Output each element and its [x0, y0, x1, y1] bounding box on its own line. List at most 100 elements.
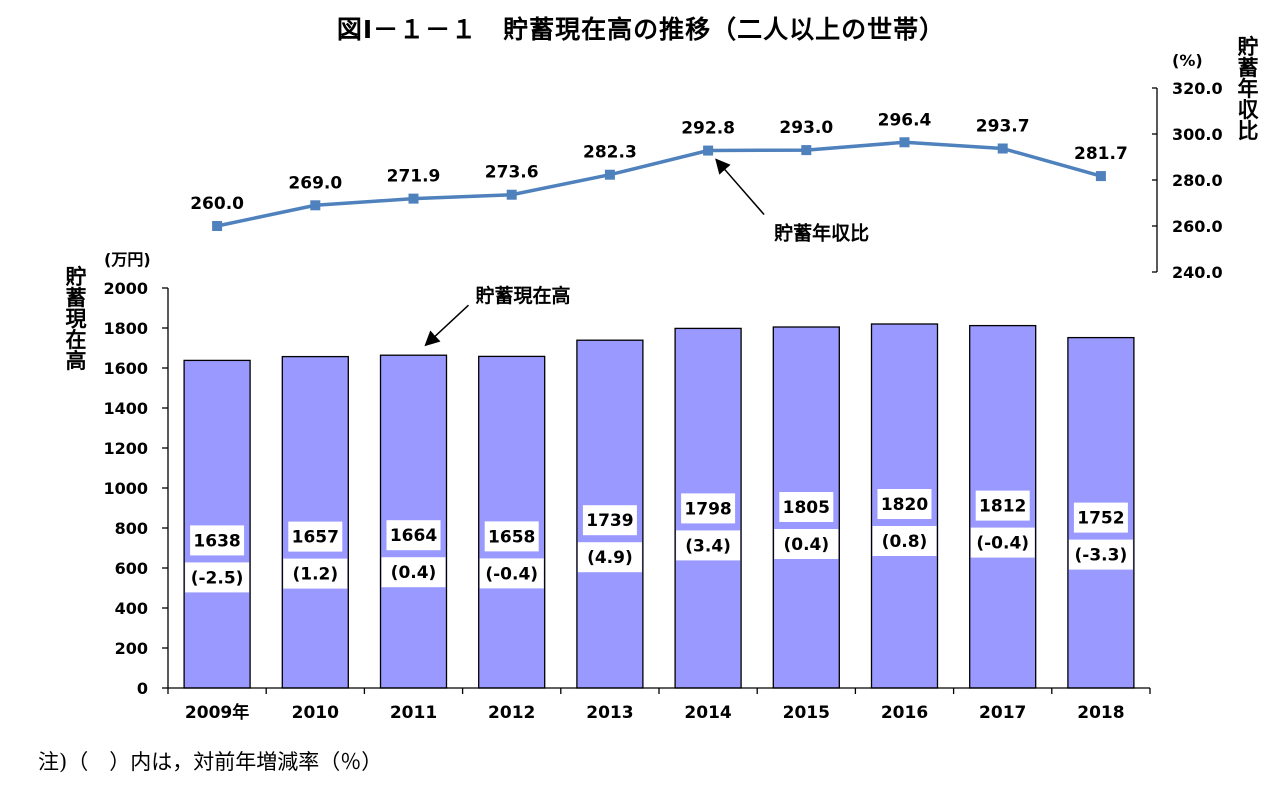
bar-value-label: 1798: [684, 499, 731, 519]
left-tick-label: 1400: [103, 399, 148, 418]
x-tick-label: 2013: [586, 703, 633, 723]
x-tick-label: 2015: [783, 703, 830, 723]
bar-change-label: (0.4): [391, 563, 437, 583]
line-point: [899, 137, 910, 148]
change-box: [381, 557, 446, 588]
right-tick-label: 260.0: [1172, 217, 1223, 236]
line-value-label: 293.0: [779, 118, 833, 138]
line-point: [506, 189, 517, 200]
change-box: [577, 542, 642, 573]
line-value-label: 260.0: [190, 194, 244, 214]
bar-value-label: 1739: [586, 511, 633, 531]
footnote: 注)（ ）内は，対前年増減率（％）: [38, 750, 383, 774]
value-box: [975, 490, 1030, 521]
bar: [183, 359, 251, 689]
line-value-label: 292.8: [681, 119, 735, 139]
value-box: [779, 492, 834, 522]
change-box: [479, 558, 544, 589]
left-tick-label: 2000: [103, 279, 148, 298]
left-tick-label: 0: [137, 679, 148, 698]
right-tick-label: 280.0: [1172, 171, 1223, 190]
change-box: [872, 526, 937, 556]
bar-change-label: (-0.4): [485, 564, 538, 584]
left-tick-label: 1800: [103, 319, 148, 338]
change-box: [774, 529, 839, 559]
x-tick-label: 2011: [390, 703, 437, 723]
value-box: [582, 505, 637, 536]
left-axis-title: 貯蓄現在高: [63, 265, 87, 371]
line-value-label: 282.3: [583, 143, 637, 163]
line-value-label: 269.0: [288, 173, 342, 193]
change-box: [676, 530, 741, 561]
line-value-label: 271.9: [387, 167, 441, 187]
value-box: [681, 493, 736, 524]
line-value-label: 281.7: [1074, 144, 1128, 164]
bar-value-label: 1752: [1077, 509, 1124, 529]
x-axis: 2009年 2010 2011 2012 2013 2014 2015 2016 2017 201…: [167, 687, 1151, 723]
bar-value-label: 1820: [881, 495, 928, 515]
x-tick-label: 2010: [292, 703, 339, 723]
x-tick-label: 2017: [979, 703, 1026, 723]
value-box: [484, 521, 539, 552]
line-point: [801, 145, 812, 156]
line-point: [604, 169, 615, 180]
right-axis-title: 貯蓄年収比: [1235, 35, 1259, 142]
bar-value-label: 1664: [390, 526, 437, 546]
bar-change-label: (1.2): [292, 565, 338, 585]
right-tick-label: 300.0: [1172, 125, 1223, 144]
line-annotation-arrow: [715, 158, 765, 216]
left-tick-label: 600: [115, 559, 148, 578]
bar-annotation-label: 貯蓄現在高: [476, 284, 571, 307]
bar-value-labels: 1638 (-2.5) 1657 (1.2) 1664 (0.4) 1658 (-0.4) 17…: [185, 489, 1133, 593]
left-tick-label: 1200: [103, 439, 148, 458]
change-box: [185, 562, 250, 593]
value-box: [877, 489, 932, 519]
left-tick-label: 400: [115, 599, 148, 618]
line-value-label: 273.6: [485, 163, 539, 183]
x-tick-label: 2009年: [185, 702, 249, 723]
left-tick-label: 1600: [103, 359, 148, 378]
bar-value-label: 1812: [979, 497, 1026, 517]
line-value-label: 293.7: [976, 116, 1030, 136]
bar-change-label: (4.9): [587, 548, 633, 568]
bar-value-label: 1805: [783, 498, 830, 518]
bar-annotation-arrow: [424, 304, 470, 347]
line-point: [408, 193, 419, 204]
series-line: [216, 140, 1102, 228]
bar-change-label: (0.4): [783, 535, 829, 555]
bar-value-label: 1638: [193, 531, 240, 551]
x-tick-label: 2012: [488, 703, 535, 723]
bar-value-label: 1657: [292, 528, 339, 548]
value-box: [1073, 502, 1128, 533]
right-tick-label: 240.0: [1172, 263, 1223, 282]
bar-change-label: (0.8): [882, 532, 928, 552]
change-box: [283, 558, 348, 589]
value-box: [288, 521, 343, 552]
line-point: [310, 200, 321, 211]
left-tick-label: 200: [115, 639, 148, 658]
left-axis: 0 200 400 600 800 1000 1200 1400 1600 1800 2000 (万円…: [63, 250, 169, 698]
line-series: 260.0 269.0 271.9 273.6 282.3 292.8 293.0 296.4…: [190, 110, 1128, 231]
change-box: [1068, 539, 1133, 570]
left-tick-label: 1000: [103, 479, 148, 498]
line-point: [212, 221, 223, 231]
right-tick-label: 320.0: [1172, 79, 1223, 98]
change-box: [970, 527, 1035, 558]
line-value-label: 296.4: [878, 110, 932, 130]
line-point: [1095, 171, 1106, 182]
annotations: 貯蓄現在高 貯蓄年収比: [424, 158, 869, 347]
x-tick-label: 2014: [684, 703, 731, 723]
chart-title: 図Ⅰ－１－１ 貯蓄現在高の推移（二人以上の世帯）: [336, 15, 946, 44]
bar-change-label: (3.4): [685, 536, 731, 556]
line-point: [703, 145, 714, 156]
x-tick-label: 2016: [881, 703, 928, 723]
bar-change-label: (-3.3): [1075, 546, 1128, 566]
line-point: [997, 143, 1008, 154]
value-box: [386, 520, 441, 551]
line-annotation-label: 貯蓄年収比: [774, 222, 869, 245]
bar-change-label: (-0.4): [976, 534, 1029, 554]
right-axis: 240.0 260.0 280.0 300.0 320.0 (%) 貯蓄年収比: [1152, 35, 1259, 282]
left-tick-label: 800: [115, 519, 148, 538]
bar-change-label: (-2.5): [191, 568, 244, 588]
